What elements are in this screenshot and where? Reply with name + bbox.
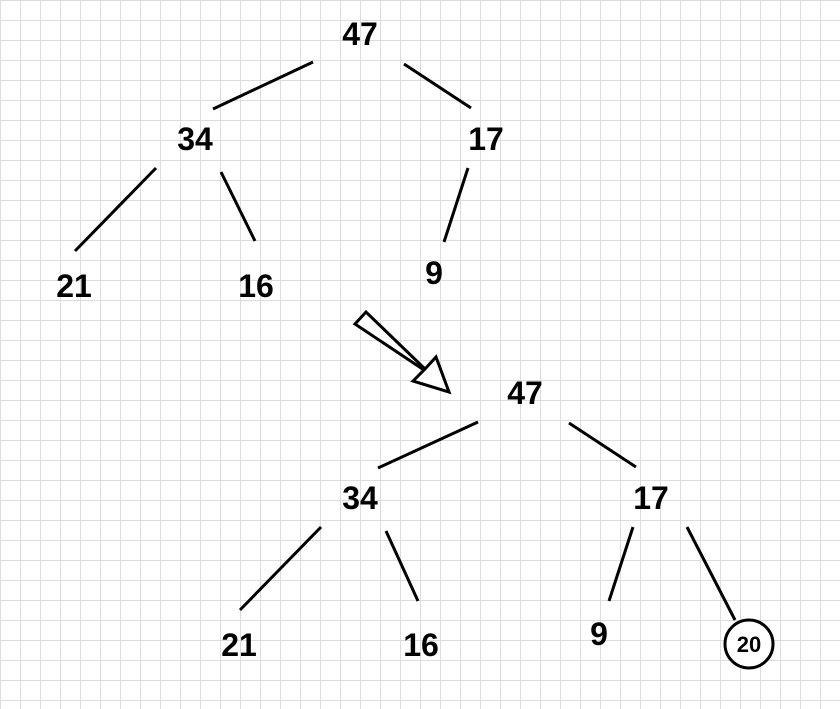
after-node-20-new: 20: [737, 632, 761, 657]
after-node-47: 47: [507, 375, 543, 411]
after-node-16: 16: [403, 627, 439, 663]
edge-17-9-before: [442, 167, 470, 243]
edge-47-34-after: [377, 420, 479, 470]
edge-47-17-after: [568, 421, 637, 469]
edge-47-34-before: [212, 60, 314, 111]
before-node-47: 47: [342, 16, 378, 52]
before-node-21: 21: [56, 268, 92, 304]
edge-34-16-after: [384, 530, 420, 602]
after-tree: [238, 420, 737, 621]
transition-arrow: [352, 309, 452, 395]
before-tree: [73, 60, 472, 253]
edge-17-9-after: [607, 526, 635, 602]
before-node-9: 9: [425, 255, 443, 291]
after-node-34: 34: [342, 480, 378, 516]
after-node-21: 21: [221, 627, 257, 663]
after-node-9: 9: [590, 616, 608, 652]
edge-17-20-after: [685, 526, 737, 621]
before-node-34: 34: [177, 121, 213, 157]
before-node-17: 17: [468, 121, 504, 157]
edge-47-17-before: [403, 62, 472, 110]
new-node-circle: [723, 618, 775, 670]
after-node-17: 17: [633, 480, 669, 516]
edge-34-16-before: [219, 171, 257, 242]
before-node-16: 16: [238, 268, 274, 304]
edge-34-21-after: [238, 525, 323, 612]
edge-34-21-before: [73, 166, 158, 253]
